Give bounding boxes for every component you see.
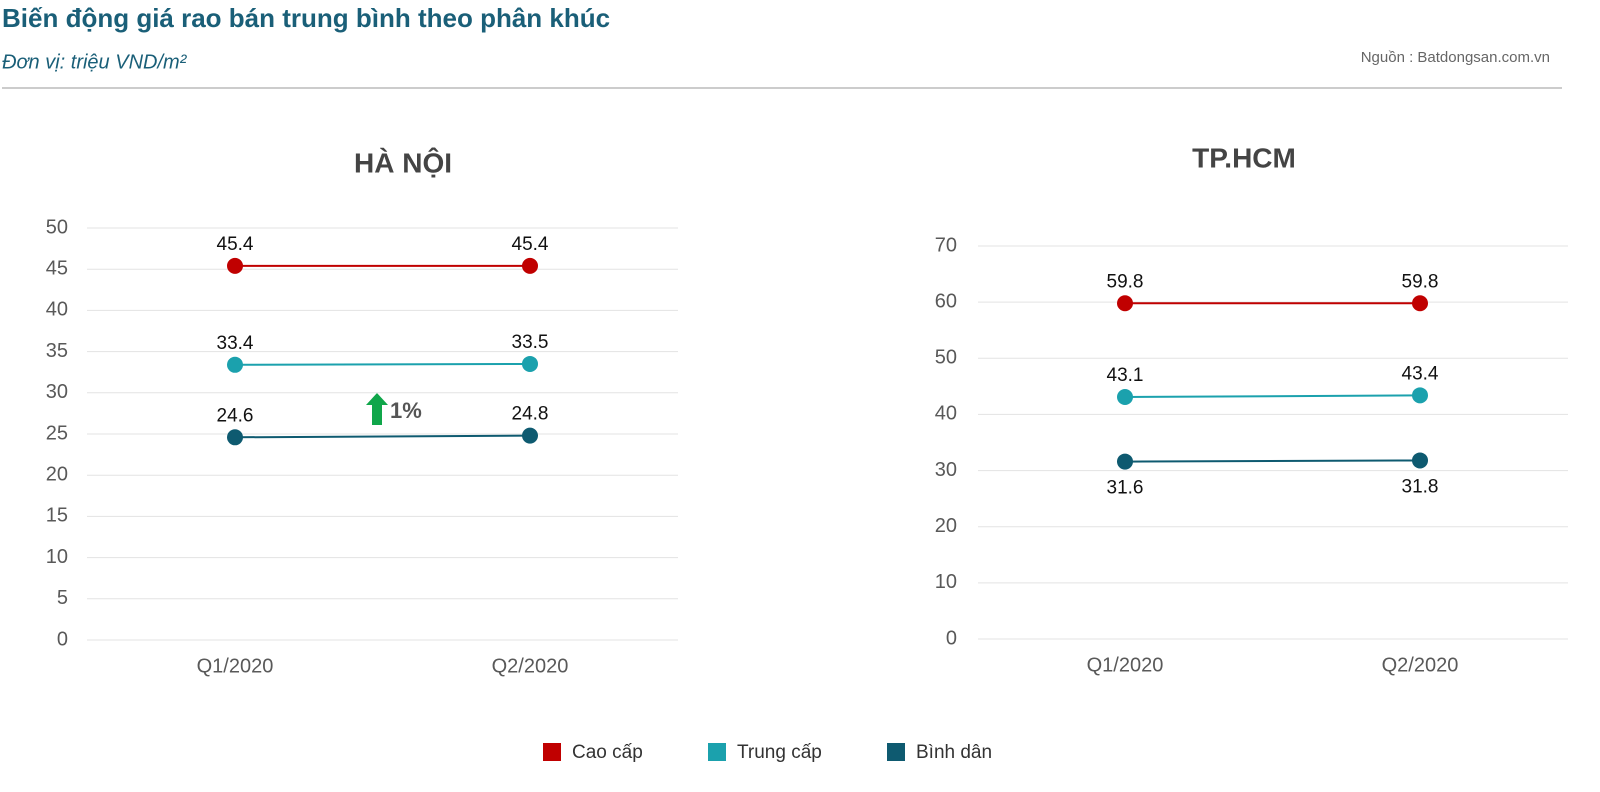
data-point [227,257,243,274]
chart-title: HÀ NỘI [354,146,452,178]
legend-label: Bình dân [916,742,992,763]
data-label: 24.8 [512,404,549,425]
data-label: 59.8 [1402,271,1439,292]
y-tick-label: 10 [46,546,68,568]
y-tick-label: 45 [46,257,68,279]
y-tick-label: 40 [935,403,957,425]
data-label: 45.4 [512,234,549,255]
annotation: 1% [390,398,422,423]
legend-label: Trung cấp [737,742,822,763]
data-label: 43.1 [1107,365,1144,386]
y-tick-label: 5 [57,587,68,609]
x-tick-label: Q1/2020 [197,655,274,677]
data-point [522,355,538,372]
page-subtitle: Đơn vị: triệu VND/m² [2,51,188,73]
data-label: 33.4 [217,333,254,354]
data-point [522,257,538,274]
x-tick-label: Q2/2020 [1382,654,1459,676]
y-tick-label: 20 [46,463,68,485]
data-point [1412,387,1428,404]
data-point [227,356,243,373]
legend-swatch [708,743,726,761]
source: Nguồn : Batdongsan.com.vn [1361,49,1550,66]
y-tick-label: 50 [935,347,957,369]
y-tick-label: 30 [935,459,957,481]
data-point [1412,452,1428,469]
data-point [1117,453,1133,470]
legend-swatch [887,743,905,761]
annotation-arrow [366,393,388,425]
data-label: 31.8 [1402,476,1439,497]
data-label: 59.8 [1107,271,1144,292]
series-line [234,434,531,439]
series-line [1124,459,1421,463]
data-point [1117,295,1133,312]
legend-swatch [543,743,561,761]
data-point [522,427,538,444]
y-tick-label: 0 [57,628,68,650]
chart-title: TP.HCM [1192,142,1296,173]
y-tick-label: 15 [46,505,68,527]
y-tick-label: 70 [935,234,957,256]
series-line [1124,394,1421,399]
data-label: 33.5 [512,332,549,353]
y-tick-label: 40 [46,299,68,321]
y-tick-label: 0 [946,627,957,649]
y-tick-label: 30 [46,381,68,403]
data-label: 45.4 [217,234,254,255]
y-tick-label: 10 [935,571,957,593]
y-tick-label: 25 [46,422,68,444]
y-tick-label: 50 [46,216,68,238]
y-tick-label: 60 [935,290,957,312]
x-tick-label: Q2/2020 [492,655,569,677]
data-label: 24.6 [217,405,254,426]
series-line [234,362,531,366]
y-tick-label: 35 [46,340,68,362]
page-title: Biến động giá rao bán trung bình theo ph… [2,3,610,33]
data-label: 31.6 [1107,478,1144,499]
legend-label: Cao cấp [572,742,643,763]
data-point [1117,389,1133,406]
x-tick-label: Q1/2020 [1087,654,1164,676]
y-tick-label: 20 [935,515,957,537]
data-point [227,429,243,446]
data-label: 43.4 [1402,363,1439,384]
data-point [1412,295,1428,312]
